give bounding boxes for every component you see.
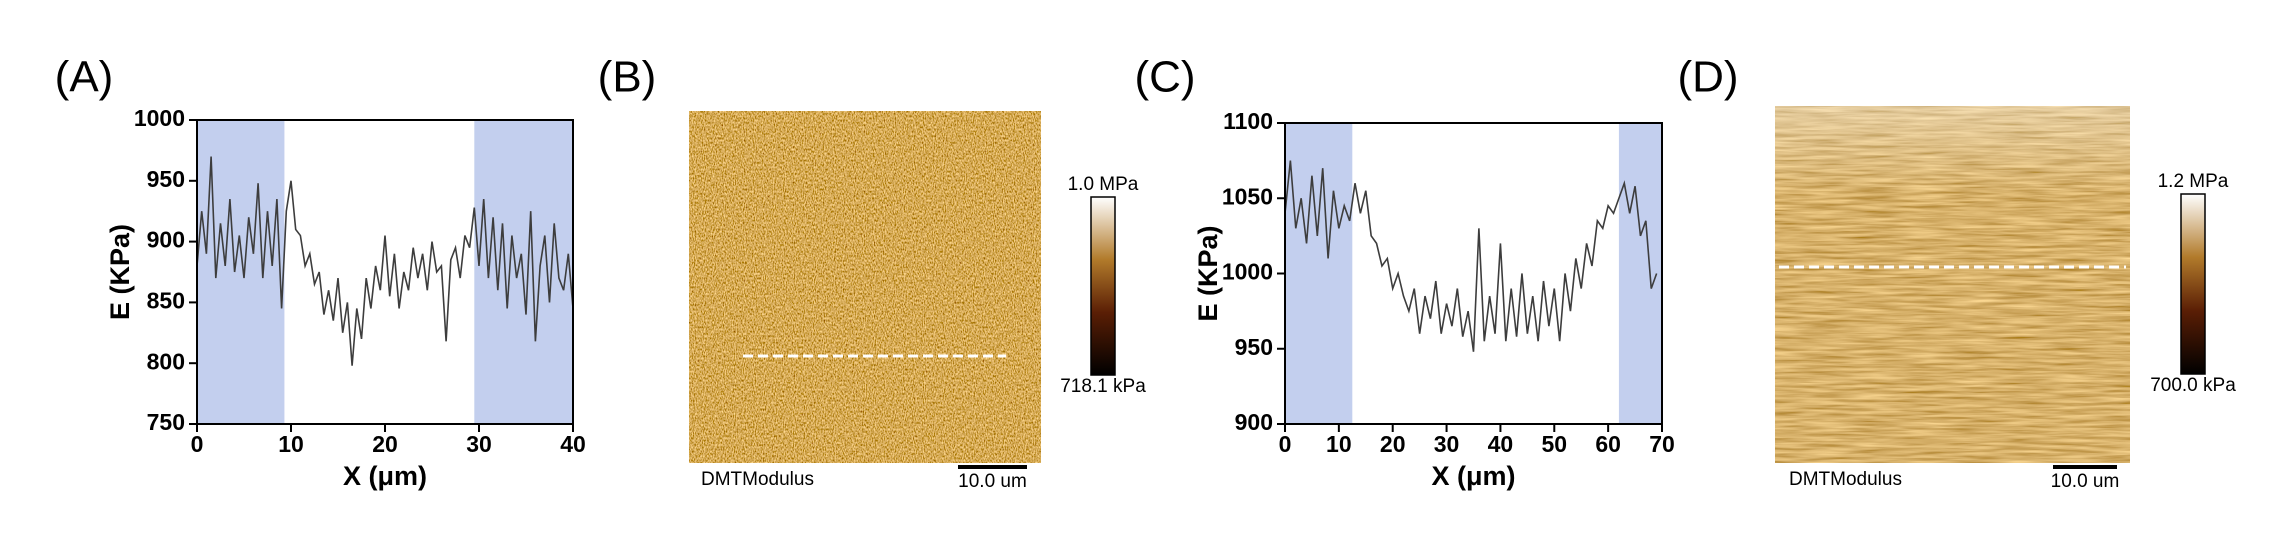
x-tick-label: 40: [1488, 431, 1514, 457]
y-tick-label: 850: [147, 287, 185, 313]
shaded-region: [474, 120, 573, 424]
x-tick-label: 20: [1380, 431, 1406, 457]
y-axis-label: E (KPa): [105, 224, 135, 320]
scale-bar-label: 10.0 um: [2051, 471, 2120, 492]
x-tick-label: 60: [1595, 431, 1621, 457]
x-tick-label: 70: [1649, 431, 1675, 457]
data-line: [196, 156, 574, 366]
channel-name: DMTModulus: [1789, 469, 1902, 490]
y-axis-label: E (KPa): [1193, 225, 1223, 321]
y-tick-label: 900: [147, 227, 185, 253]
panel-label: (B): [598, 53, 657, 102]
x-tick-label: 0: [191, 431, 204, 457]
afm-image: [689, 111, 1041, 463]
x-tick-label: 30: [1434, 431, 1460, 457]
colorbar-min: 700.0 kPa: [2150, 375, 2236, 396]
y-tick-label: 1000: [134, 105, 185, 131]
y-tick-label: 1100: [1223, 108, 1273, 134]
image-shade: [1775, 106, 2130, 463]
x-tick-label: 10: [1326, 431, 1352, 457]
shaded-region: [1285, 123, 1353, 424]
shaded-region: [1618, 123, 1662, 424]
x-axis-label: X (μm): [343, 461, 427, 491]
colorbar-max: 1.0 MPa: [1068, 174, 1139, 195]
y-tick-label: 950: [147, 166, 185, 192]
panel-label: (C): [1134, 53, 1195, 102]
data-line: [1284, 160, 1658, 352]
colorbar: [1090, 196, 1116, 376]
colorbar: [2180, 193, 2206, 375]
colorbar-min: 718.1 kPa: [1060, 376, 1146, 397]
y-tick-label: 1000: [1222, 259, 1273, 285]
y-tick-label: 750: [147, 409, 185, 435]
x-tick-label: 0: [1279, 431, 1292, 457]
x-tick-label: 30: [466, 431, 492, 457]
x-tick-label: 50: [1541, 431, 1567, 457]
colorbar-max: 1.2 MPa: [2158, 171, 2229, 192]
x-tick-label: 20: [372, 431, 398, 457]
y-tick-label: 800: [147, 348, 185, 374]
panel-label: (A): [55, 53, 114, 102]
y-tick-label: 900: [1235, 409, 1273, 435]
y-tick-label: 950: [1235, 334, 1273, 360]
scale-bar-label: 10.0 um: [958, 471, 1027, 492]
x-axis-label: X (μm): [1431, 461, 1515, 491]
channel-name: DMTModulus: [701, 469, 814, 490]
y-tick-label: 1050: [1222, 183, 1273, 209]
x-tick-label: 10: [278, 431, 304, 457]
x-tick-label: 40: [560, 431, 586, 457]
panel-label: (D): [1677, 53, 1738, 102]
